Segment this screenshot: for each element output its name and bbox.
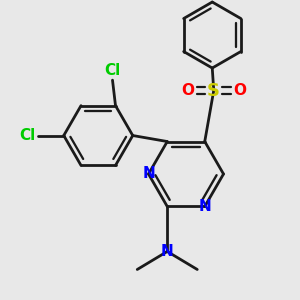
Text: O: O (182, 83, 195, 98)
Text: N: N (142, 167, 155, 182)
Text: O: O (233, 83, 246, 98)
Text: Cl: Cl (20, 128, 36, 143)
Text: N: N (161, 244, 174, 259)
Text: Cl: Cl (104, 63, 121, 78)
Text: N: N (198, 199, 211, 214)
Text: S: S (207, 82, 220, 100)
